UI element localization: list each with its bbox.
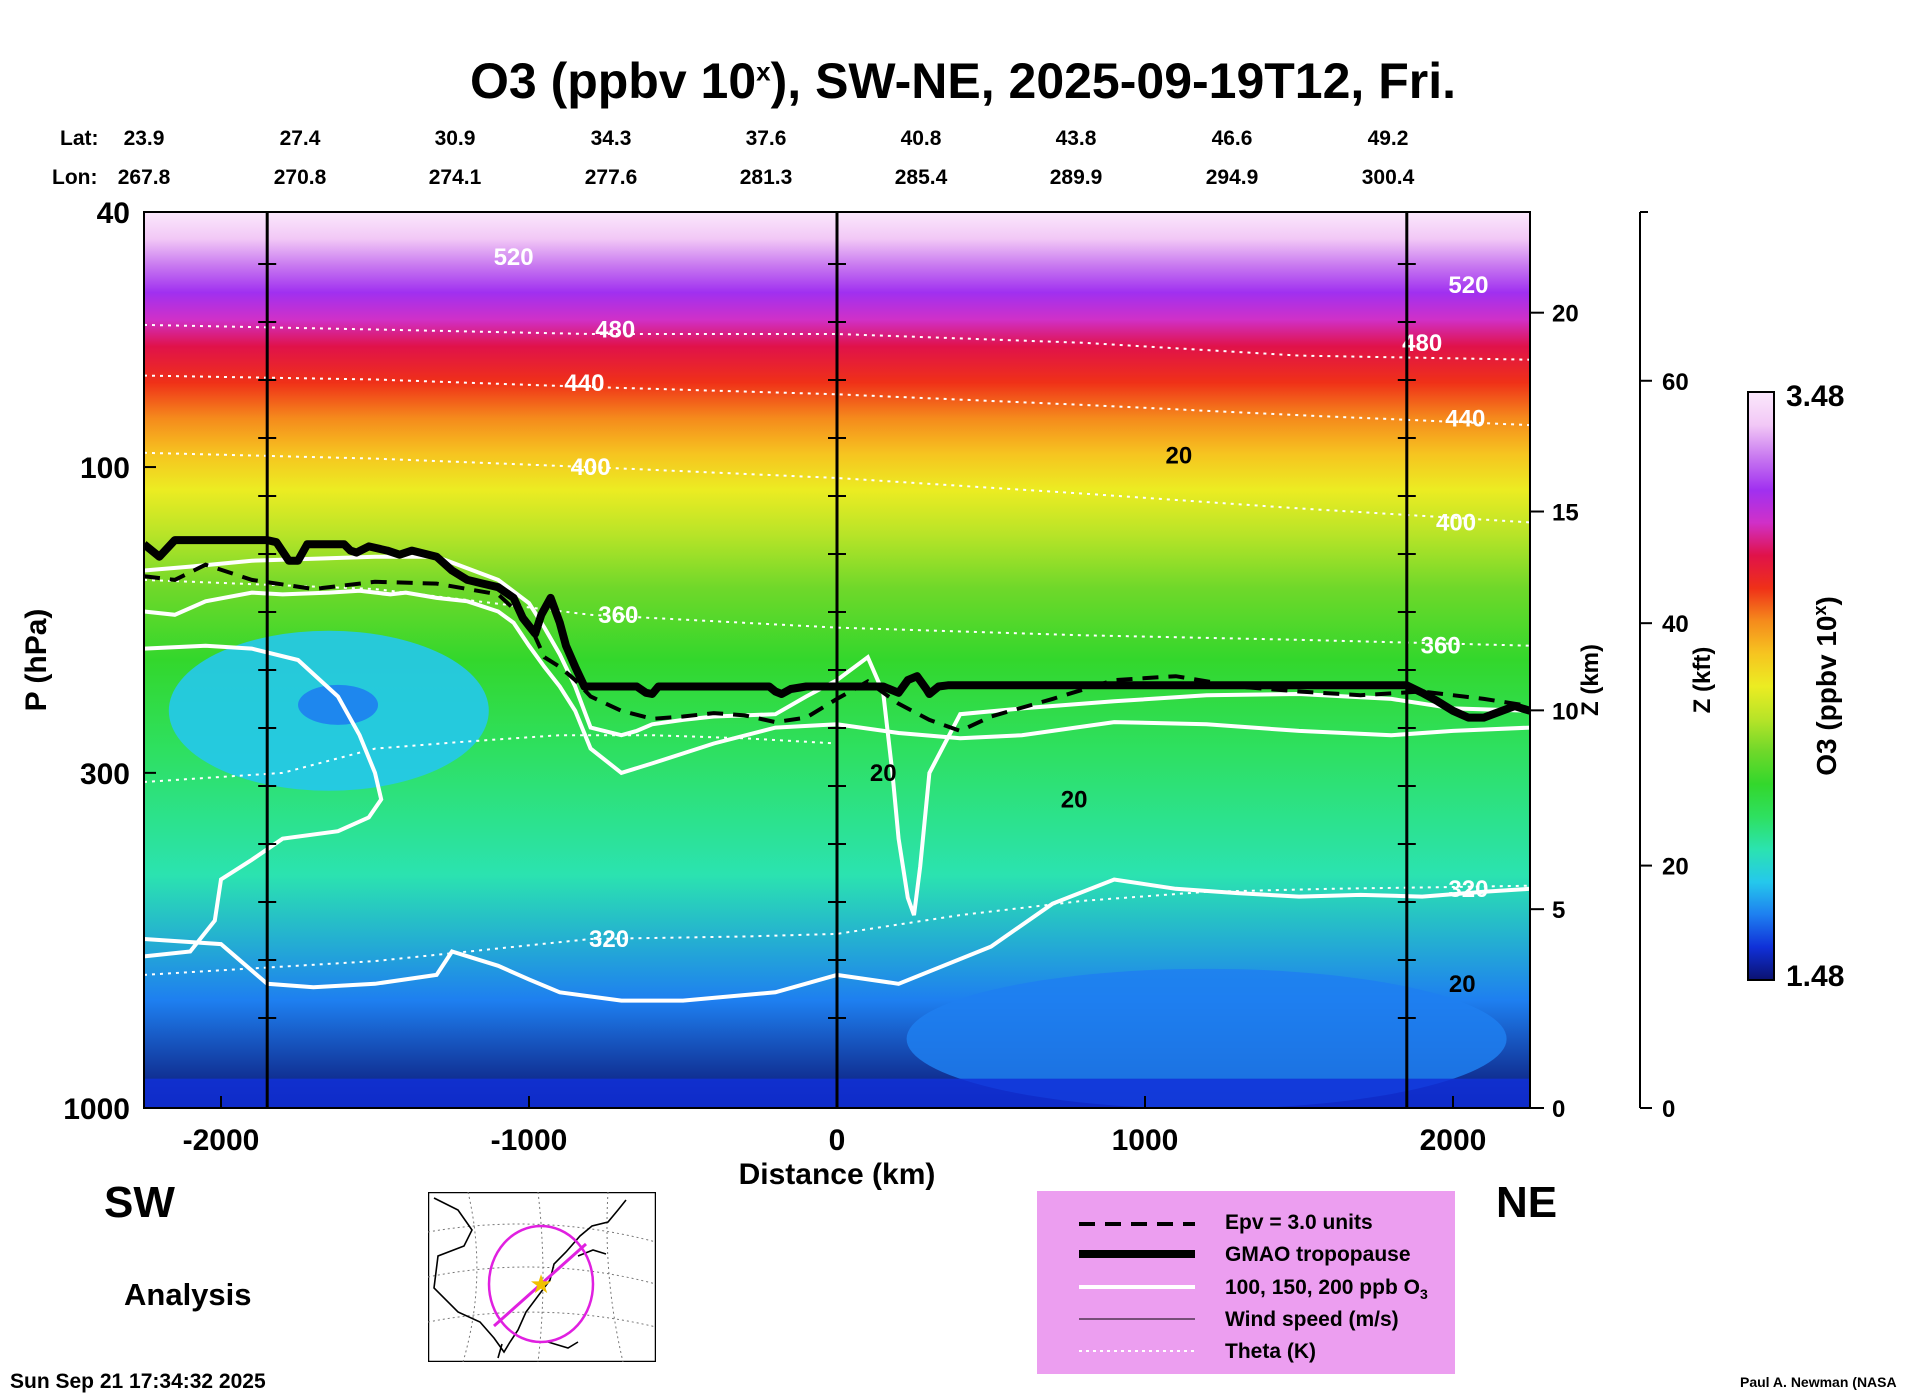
z-km-tick-label-1: 5	[1552, 897, 1565, 924]
x-tick-label-3: 1000	[1112, 1124, 1179, 1157]
wind-label-0: 20	[1166, 443, 1193, 470]
theta-label-5: 320	[589, 926, 629, 953]
p-tick-label-0: 40	[97, 197, 130, 230]
legend-theta-label: Theta (K)	[1225, 1340, 1316, 1363]
p-tick-label-1: 100	[80, 452, 130, 485]
theta-label-8: 440	[1445, 406, 1485, 433]
theta-label-6: 520	[1448, 272, 1488, 299]
lon-value-1: 270.8	[274, 166, 327, 189]
theta-label-4: 360	[598, 602, 638, 629]
legend: Epv = 3.0 units GMAO tropopause 100, 150…	[1037, 1191, 1455, 1374]
x-tick-label-0: -2000	[183, 1124, 260, 1157]
series-line-5	[144, 877, 1530, 1003]
ozone-min-region	[298, 684, 379, 725]
lon-value-7: 294.9	[1206, 166, 1259, 189]
z-km-tick-label-0: 0	[1552, 1096, 1565, 1123]
lat-value-3: 34.3	[591, 127, 632, 150]
theta-label-11: 320	[1448, 876, 1488, 903]
x-tick-label-4: 2000	[1420, 1124, 1487, 1157]
z-km-tick-label-2: 10	[1552, 698, 1579, 725]
analysis-label: Analysis	[124, 1277, 252, 1312]
x-tick-label-1: -1000	[491, 1124, 568, 1157]
direction-sw: SW	[104, 1178, 175, 1227]
lat-value-0: 23.9	[124, 127, 165, 150]
z-kft-tick-label-1: 20	[1662, 854, 1689, 881]
series-line-10	[144, 734, 838, 783]
lon-value-0: 267.8	[118, 166, 171, 189]
lon-value-2: 274.1	[429, 166, 482, 189]
p-tick-label-3: 1000	[63, 1093, 130, 1126]
z-kft-tick-label-0: 0	[1662, 1096, 1675, 1123]
legend-tropopause-label: GMAO tropopause	[1225, 1243, 1411, 1266]
credit: Paul A. Newman (NASA	[1740, 1374, 1897, 1390]
p-tick-label-2: 300	[80, 758, 130, 791]
z-km-tick-label-3: 15	[1552, 500, 1579, 527]
direction-ne: NE	[1496, 1178, 1558, 1227]
ozone-low-region-east	[906, 968, 1507, 1108]
theta-label-3: 400	[571, 454, 611, 481]
z-kft-label: Z (kft)	[1689, 647, 1716, 714]
lat-value-1: 27.4	[280, 127, 321, 150]
lat-value-2: 30.9	[435, 127, 476, 150]
map-range-circle	[487, 1224, 595, 1344]
lat-row-label: Lat:	[60, 127, 99, 150]
lon-value-3: 277.6	[585, 166, 638, 189]
lat-value-7: 46.6	[1212, 127, 1253, 150]
map-center-star: ★	[529, 1269, 552, 1299]
lat-value-8: 49.2	[1368, 127, 1409, 150]
legend-wind-label: Wind speed (m/s)	[1225, 1308, 1399, 1331]
theta-label-2: 440	[564, 370, 604, 397]
x-tick-label-2: 0	[829, 1124, 846, 1157]
wind-label-2: 20	[1061, 786, 1088, 813]
colorbar-label: O3 (ppbv 10x)	[1810, 596, 1842, 776]
z-kft-tick-label-3: 60	[1662, 369, 1689, 396]
series-line-4	[144, 643, 384, 959]
series-line-0	[144, 536, 1530, 722]
theta-label-10: 360	[1421, 633, 1461, 660]
lon-value-5: 285.4	[895, 166, 948, 189]
timestamp: Sun Sep 21 17:34:32 2025	[10, 1370, 266, 1393]
lon-row-label: Lon:	[52, 166, 97, 189]
lat-value-4: 37.6	[746, 127, 787, 150]
chart-title: O3 (ppbv 10x), SW-NE, 2025-09-19T12, Fri…	[469, 53, 1456, 109]
z-kft-tick-label-2: 40	[1662, 611, 1689, 638]
theta-label-1: 480	[595, 316, 635, 343]
theta-label-9: 400	[1436, 509, 1476, 536]
map-track-line	[493, 1242, 587, 1328]
x-axis-label: Distance (km)	[739, 1158, 936, 1191]
y-axis-label: P (hPa)	[20, 609, 53, 712]
lon-value-6: 289.9	[1050, 166, 1103, 189]
lon-value-8: 300.4	[1362, 166, 1415, 189]
theta-label-0: 520	[494, 244, 534, 271]
z-km-tick-label-4: 20	[1552, 301, 1579, 328]
wind-label-3: 20	[1449, 971, 1476, 998]
lat-value-6: 43.8	[1056, 127, 1097, 150]
theta-label-7: 480	[1402, 330, 1442, 357]
colorbar-max-label: 3.48	[1786, 380, 1844, 413]
track-map-inset: ★	[428, 1192, 656, 1362]
legend-ozone-label: 100, 150, 200 ppb O3	[1225, 1276, 1428, 1303]
wind-label-1: 20	[870, 760, 897, 787]
lat-value-5: 40.8	[901, 127, 942, 150]
legend-epv-label: Epv = 3.0 units	[1225, 1211, 1373, 1234]
colorbar-min-label: 1.48	[1786, 960, 1844, 993]
z-km-label: Z (km)	[1577, 644, 1604, 716]
colorbar	[1747, 391, 1775, 981]
series-line-1	[144, 562, 1530, 734]
lon-value-4: 281.3	[740, 166, 793, 189]
series-line-3	[144, 588, 1530, 776]
map-coastline	[433, 1197, 627, 1359]
